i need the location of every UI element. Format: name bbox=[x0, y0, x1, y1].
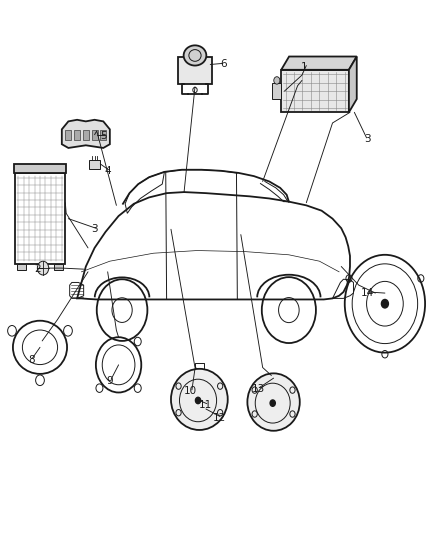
Bar bbox=[100, 131, 106, 140]
Bar bbox=[92, 131, 98, 140]
Text: 6: 6 bbox=[220, 60, 227, 69]
Text: 10: 10 bbox=[184, 386, 197, 397]
Ellipse shape bbox=[171, 369, 228, 430]
Bar bbox=[281, 70, 349, 112]
Text: 5: 5 bbox=[100, 131, 106, 141]
Circle shape bbox=[274, 77, 280, 84]
Circle shape bbox=[195, 397, 201, 403]
Text: 11: 11 bbox=[199, 400, 212, 410]
Bar bbox=[17, 264, 26, 270]
Ellipse shape bbox=[184, 45, 206, 66]
Text: 12: 12 bbox=[212, 413, 226, 423]
Bar bbox=[15, 173, 65, 264]
Text: 3: 3 bbox=[91, 224, 98, 235]
Bar bbox=[83, 131, 89, 140]
Text: 14: 14 bbox=[361, 288, 374, 298]
Bar bbox=[272, 83, 281, 99]
Text: 4: 4 bbox=[104, 166, 111, 176]
Ellipse shape bbox=[247, 373, 300, 431]
Bar bbox=[178, 56, 212, 84]
Bar bbox=[54, 264, 63, 270]
Polygon shape bbox=[281, 56, 357, 70]
Bar bbox=[74, 131, 80, 140]
Bar bbox=[65, 131, 71, 140]
Text: 8: 8 bbox=[28, 354, 35, 365]
Text: 2: 2 bbox=[35, 264, 41, 274]
Bar bbox=[14, 164, 67, 173]
Polygon shape bbox=[349, 56, 357, 112]
Circle shape bbox=[381, 300, 389, 308]
Text: 9: 9 bbox=[106, 376, 113, 386]
Circle shape bbox=[270, 400, 276, 406]
Bar bbox=[89, 160, 100, 169]
Text: 3: 3 bbox=[364, 134, 371, 144]
Circle shape bbox=[37, 261, 49, 275]
Text: 13: 13 bbox=[252, 384, 265, 394]
Polygon shape bbox=[62, 120, 110, 148]
Text: 1: 1 bbox=[301, 62, 307, 72]
